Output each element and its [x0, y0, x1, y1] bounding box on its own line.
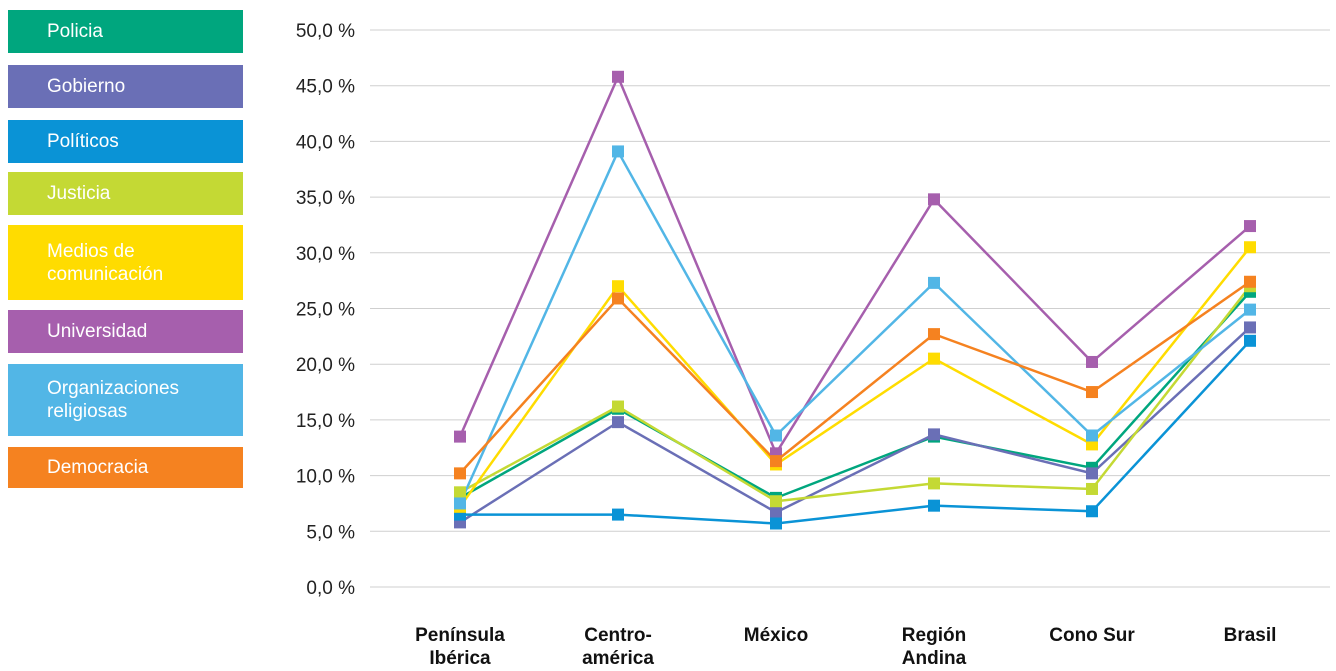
data-point-marker	[454, 430, 466, 443]
y-tick-label: 30,0 %	[296, 244, 355, 265]
data-point-marker	[928, 276, 940, 289]
legend-item-medios-de-comunicacion: Medios de comunicación	[8, 225, 243, 300]
data-point-marker	[1086, 467, 1098, 480]
data-point-marker	[612, 508, 624, 521]
data-point-marker	[612, 400, 624, 413]
legend-label: Gobierno	[47, 76, 126, 97]
series-line	[459, 290, 1251, 500]
y-tick-label: 50,0 %	[296, 21, 355, 42]
data-point-marker	[928, 499, 940, 512]
data-point-marker	[770, 429, 782, 442]
legend-label: Políticos	[47, 131, 119, 152]
data-point-marker	[928, 352, 940, 365]
y-tick-label: 35,0 %	[296, 188, 355, 209]
legend-label: Policia	[47, 21, 103, 42]
y-tick-label: 5,0 %	[306, 522, 355, 543]
data-point-marker	[1244, 334, 1256, 347]
legend-item-justicia: Justicia	[8, 172, 243, 215]
x-category-label: Península Ibérica	[415, 625, 505, 669]
x-category-label: Centro-américa	[582, 625, 654, 669]
gridlines	[370, 29, 1330, 588]
legend-item-democracia: Democracia	[8, 447, 243, 488]
x-axis-categories: Península Ibérica Centro-américa México Regi…	[415, 625, 1276, 669]
legend-label: Organizaciones religiosas	[47, 378, 180, 422]
y-tick-label: 45,0 %	[296, 77, 355, 98]
data-point-marker	[928, 193, 940, 206]
data-point-marker	[770, 455, 782, 468]
legend-label: Medios de comunicación	[47, 240, 164, 285]
series-lines	[458, 75, 1251, 525]
data-point-marker	[612, 292, 624, 305]
data-point-marker	[1086, 505, 1098, 518]
y-tick-label: 25,0 %	[296, 300, 355, 321]
legend-label: Democracia	[47, 457, 149, 478]
legend-item-universidad: Universidad	[8, 310, 243, 353]
data-point-marker	[928, 477, 940, 490]
data-point-marker	[612, 416, 624, 429]
data-point-marker	[1244, 321, 1256, 334]
y-tick-label: 40,0 %	[296, 132, 355, 153]
data-point-marker	[612, 280, 624, 293]
legend-item-politicos: Políticos	[8, 120, 243, 163]
legend-item-policia: Policia	[8, 10, 243, 53]
legend-label: Universidad	[47, 321, 148, 342]
data-point-marker	[1244, 220, 1256, 233]
data-point-marker	[770, 506, 782, 519]
data-point-marker	[1244, 275, 1256, 288]
x-category-label: México	[744, 625, 808, 646]
data-point-marker	[454, 486, 466, 499]
series-line	[460, 339, 1251, 525]
series-line	[458, 75, 1251, 455]
y-tick-label: 0,0 %	[306, 578, 355, 599]
data-point-marker	[928, 328, 940, 341]
data-point-marker	[1244, 241, 1256, 254]
data-point-marker	[454, 497, 466, 510]
data-point-marker	[770, 517, 782, 530]
data-point-marker	[928, 428, 940, 441]
series-line	[459, 326, 1251, 524]
y-tick-label: 15,0 %	[296, 411, 355, 432]
x-category-label: Región Andina	[902, 625, 967, 669]
y-tick-label: 20,0 %	[296, 355, 355, 376]
data-point-marker	[612, 70, 624, 83]
x-category-label: Brasil	[1224, 625, 1277, 646]
series-markers	[454, 70, 1256, 530]
data-point-marker	[454, 467, 466, 480]
x-category-label: Cono Sur	[1049, 625, 1135, 646]
series-line	[459, 285, 1251, 503]
y-axis-ticks: 0,0 % 5,0 % 10,0 % 15,0 % 20,0 % 25,0 % 30,0 %…	[296, 21, 355, 599]
data-point-marker	[770, 495, 782, 508]
series-line	[458, 150, 1251, 504]
data-point-marker	[1086, 386, 1098, 399]
data-point-marker	[1086, 482, 1098, 495]
legend-item-organizaciones-religiosas: Organizaciones religiosas	[8, 364, 243, 436]
legend-item-gobierno: Gobierno	[8, 65, 243, 108]
data-point-marker	[612, 145, 624, 158]
data-point-marker	[1244, 303, 1256, 316]
legend-label: Justicia	[47, 183, 111, 204]
y-tick-label: 10,0 %	[296, 467, 355, 488]
data-point-marker	[1086, 355, 1098, 368]
series-line	[458, 246, 1251, 508]
data-point-marker	[1086, 429, 1098, 442]
series-line	[459, 280, 1251, 475]
data-point-marker	[454, 508, 466, 521]
